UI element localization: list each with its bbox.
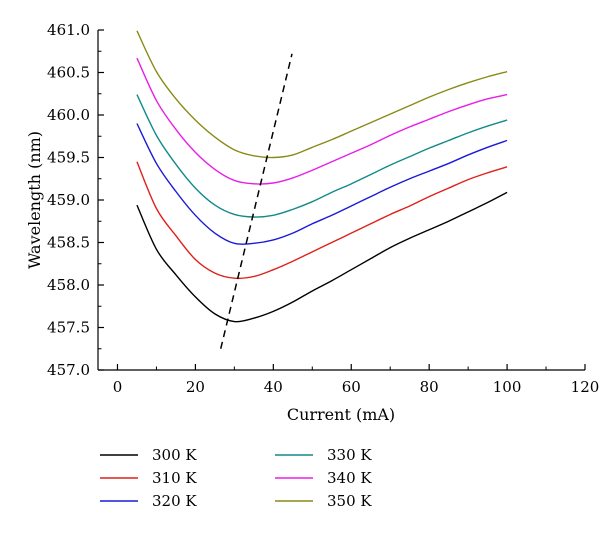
y-tick-label: 457.0 [47,361,90,379]
y-tick-label: 460.5 [47,64,90,82]
x-axis-title: Current (mA) [287,405,395,424]
y-ticks: 457.0 457.5 458.0 458.5 459.0 459.5 460.0 460.5… [47,21,104,379]
series-line-340k [136,57,508,185]
x-tick-label: 0 [113,378,123,396]
x-tick-label: 20 [186,378,205,396]
legend-item: 330 K [275,446,372,464]
legend-item: 350 K [275,492,372,510]
series-line-310k [136,161,508,280]
x-ticks: 0 20 40 60 80 100 120 [113,364,600,396]
y-tick-label: 458.0 [47,276,90,294]
legend-label: 340 K [327,469,372,487]
legend-item: 340 K [275,469,372,487]
legend-label: 310 K [152,469,197,487]
y-tick-label: 460.0 [47,106,90,124]
series-line-320k [136,123,508,245]
dashed-minimum-trend-line [219,53,293,349]
x-tick-label: 80 [420,378,439,396]
legend-item: 320 K [100,492,197,510]
legend-label: 300 K [152,446,197,464]
y-tick-label: 459.5 [47,149,90,167]
x-tick-label: 100 [493,378,522,396]
trend-line-group [219,53,293,349]
legend: 300 K 310 K 320 K 330 K 340 K 350 K [100,446,372,510]
series-line-350k [136,30,508,159]
legend-label: 330 K [327,446,372,464]
legend-label: 320 K [152,492,197,510]
y-tick-label: 457.5 [47,319,90,337]
series-line-330k [136,94,508,218]
y-tick-label: 458.5 [47,234,90,252]
plot-area: 0 20 40 60 80 100 120 457.0 457.5 458.0 458.5 459.… [47,21,599,396]
x-tick-label: 40 [264,378,283,396]
series-line-300k [136,191,508,323]
series-group [136,30,508,323]
y-tick-label: 459.0 [47,191,90,209]
x-tick-label: 120 [571,378,600,396]
legend-label: 350 K [327,492,372,510]
y-tick-label: 461.0 [47,21,90,39]
legend-item: 310 K [100,469,197,487]
x-tick-label: 60 [342,378,361,396]
y-axis-title: Wavelength (nm) [25,131,44,269]
legend-item: 300 K [100,446,197,464]
